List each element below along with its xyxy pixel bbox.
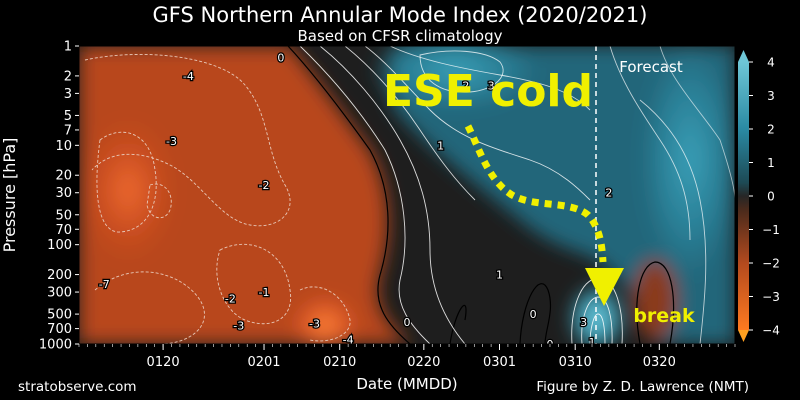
y-tick-label: 70	[55, 223, 72, 238]
contour-label: -3	[166, 135, 177, 148]
colorbar-tick-label: 1	[767, 156, 775, 170]
forecast-label: Forecast	[619, 58, 683, 76]
contour-label: 3	[488, 80, 495, 93]
break-annotation: break	[633, 305, 695, 327]
y-tick-label: 100	[47, 238, 72, 253]
y-tick-label: 30	[55, 186, 72, 201]
footer-source: stratobserve.com	[18, 379, 137, 395]
y-tick-label: 1000	[39, 338, 72, 353]
cold-propagation-arrow	[464, 124, 607, 263]
cold-propagation-arrowhead	[585, 268, 624, 306]
contour-label: -4	[183, 70, 194, 83]
colorbar-ticks: 4 3 2 1 0 −1 −2 −3 −4	[749, 56, 780, 338]
contour-label: 1	[589, 336, 596, 349]
positive-core-upper	[370, 46, 540, 110]
contour-label: -3	[309, 317, 320, 330]
footer-credit: Figure by Z. D. Lawrence (NMT)	[536, 379, 749, 395]
colorbar-min-extension	[738, 330, 749, 342]
colorbar-tick-label: 3	[767, 89, 775, 103]
positive-core-right	[640, 46, 735, 280]
colorbar: 4 3 2 1 0 −1 −2 −3 −4	[738, 50, 780, 342]
y-tick-label: 700	[47, 322, 72, 337]
y-tick-label: 2	[64, 69, 72, 84]
x-tick-label: 0310	[559, 355, 592, 370]
positive-core-lower	[567, 282, 627, 344]
contour-label: 0	[277, 51, 284, 64]
x-axis-label: Date (MMDD)	[356, 375, 457, 393]
colorbar-tick-label: −2	[762, 257, 780, 271]
negative-core-right	[633, 260, 677, 340]
y-tick-label: 5	[64, 109, 72, 124]
contour-label: 2	[462, 80, 469, 93]
x-tick-label: 0301	[483, 355, 516, 370]
negative-region	[79, 46, 410, 344]
contour-label: -7	[99, 278, 110, 291]
colorbar-max-extension	[738, 50, 749, 62]
y-tick-label: 300	[47, 286, 72, 301]
y-tick-label: 7	[64, 123, 72, 138]
colorbar-tick-label: −4	[762, 324, 780, 338]
contour-label: 1	[496, 269, 503, 282]
contour-label: 3	[580, 316, 587, 329]
y-tick-label: 50	[55, 208, 72, 223]
colorbar-tick-label: 2	[767, 123, 775, 137]
chart-subtitle: Based on CFSR climatology	[297, 27, 503, 45]
y-tick-label: 500	[47, 308, 72, 323]
contour-label: 2	[605, 187, 612, 200]
colorbar-fill	[738, 62, 749, 330]
colorbar-tick-label: −3	[762, 290, 780, 304]
colorbar-tick-label: 4	[767, 56, 775, 70]
x-tick-label: 0210	[323, 355, 356, 370]
y-tick-label: 1	[64, 40, 72, 55]
x-tick-label: 0201	[247, 355, 280, 370]
x-tick-label: 0120	[147, 355, 180, 370]
ese-cold-annotation: ESE cold	[383, 66, 593, 117]
x-axis: 0120 0201 0210 0220 0301 0310 0320	[78, 344, 736, 370]
contour-label: -4	[343, 333, 354, 346]
contour-label: 0	[530, 308, 537, 321]
contour-label: -1	[259, 286, 270, 299]
y-tick-label: 200	[47, 268, 72, 283]
x-tick-label: 0320	[643, 355, 676, 370]
contour-label: -2	[225, 293, 236, 306]
contour-label: 0	[546, 338, 553, 351]
contour-label: -2	[259, 179, 270, 192]
colorbar-tick-label: 0	[767, 190, 775, 204]
chart-title: GFS Northern Annular Mode Index (2020/20…	[152, 3, 648, 27]
contour-lines	[84, 46, 735, 344]
y-tick-label: 10	[55, 139, 72, 154]
y-axis-label: Pressure [hPa]	[0, 138, 19, 253]
y-tick-label: 20	[55, 169, 72, 184]
contour-label: 1	[437, 139, 444, 152]
x-tick-label: 0220	[407, 355, 440, 370]
contour-label: 0	[404, 316, 411, 329]
colorbar-tick-label: −1	[762, 223, 780, 237]
negative-core-lower	[291, 295, 359, 344]
contour-label: -3	[233, 319, 244, 332]
y-tick-label: 3	[64, 87, 72, 102]
negative-core-upper	[80, 118, 176, 262]
